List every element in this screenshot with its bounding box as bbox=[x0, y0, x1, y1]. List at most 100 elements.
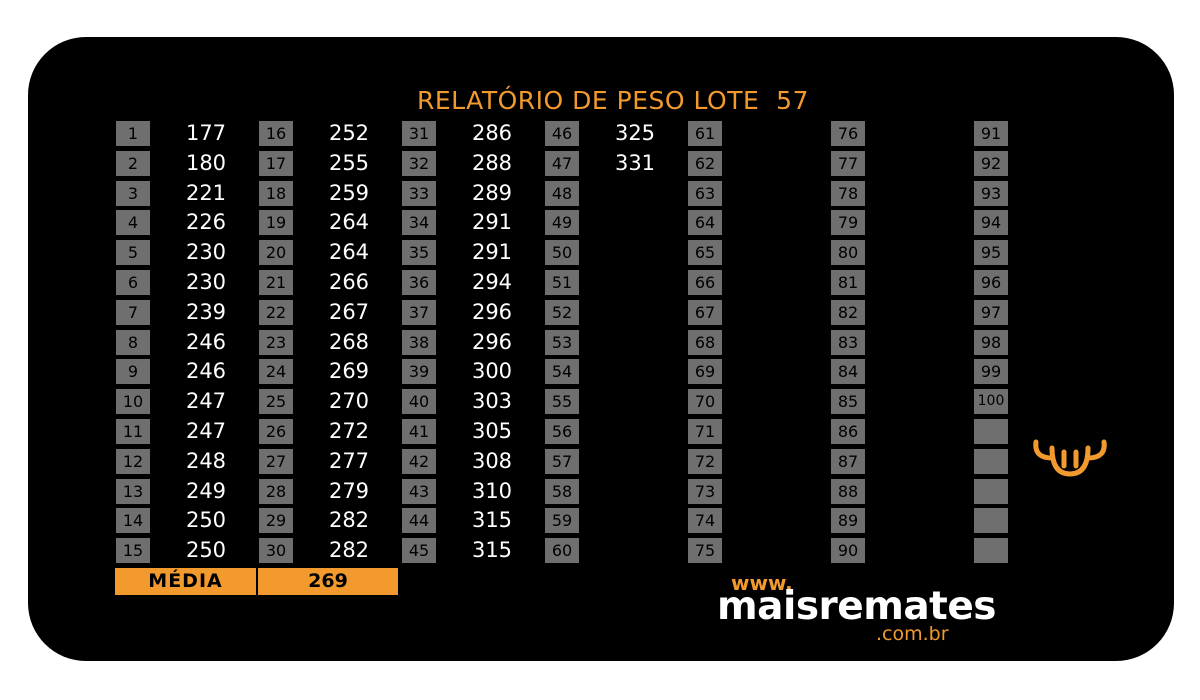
index-cell-31: 31 bbox=[402, 121, 436, 146]
blank-index-cell bbox=[974, 448, 1008, 474]
weight-value-18: 259 bbox=[328, 180, 370, 205]
index-cell-87: 87 bbox=[831, 448, 865, 474]
index-cell-76: 76 bbox=[831, 121, 865, 146]
weight-value-20: 264 bbox=[328, 240, 370, 265]
index-cell-19: 19 bbox=[259, 210, 293, 236]
index-cell-66: 66 bbox=[688, 270, 722, 295]
weight-value-42: 308 bbox=[471, 448, 513, 473]
average-label: MÉDIA bbox=[115, 568, 256, 595]
weight-value-5: 230 bbox=[185, 240, 227, 265]
weight-value-33: 289 bbox=[471, 180, 513, 205]
index-cell-57: 57 bbox=[545, 448, 579, 474]
weight-value-44: 315 bbox=[471, 508, 513, 533]
index-cell-39: 39 bbox=[402, 359, 436, 385]
average-value: 269 bbox=[258, 568, 398, 595]
weight-value-21: 266 bbox=[328, 270, 370, 294]
blank-index-cell bbox=[974, 508, 1008, 534]
index-cell-6: 6 bbox=[116, 270, 150, 295]
index-cell-43: 43 bbox=[402, 478, 436, 504]
index-cell-63: 63 bbox=[688, 180, 722, 206]
index-cell-35: 35 bbox=[402, 240, 436, 266]
weight-value-46: 325 bbox=[614, 121, 656, 145]
index-cell-42: 42 bbox=[402, 448, 436, 474]
index-cell-70: 70 bbox=[688, 389, 722, 415]
weight-value-40: 303 bbox=[471, 389, 513, 414]
weight-value-31: 286 bbox=[471, 121, 513, 145]
index-cell-55: 55 bbox=[545, 389, 579, 415]
weight-value-12: 248 bbox=[185, 448, 227, 473]
index-cell-38: 38 bbox=[402, 329, 436, 355]
index-cell-75: 75 bbox=[688, 538, 722, 564]
index-cell-46: 46 bbox=[545, 121, 579, 146]
weight-value-47: 331 bbox=[614, 150, 656, 175]
index-cell-89: 89 bbox=[831, 508, 865, 534]
index-cell-25: 25 bbox=[259, 389, 293, 415]
weight-value-26: 272 bbox=[328, 419, 370, 443]
index-cell-40: 40 bbox=[402, 389, 436, 415]
blank-index-cell bbox=[974, 538, 1008, 564]
index-cell-34: 34 bbox=[402, 210, 436, 236]
index-cell-32: 32 bbox=[402, 150, 436, 176]
index-cell-53: 53 bbox=[545, 329, 579, 355]
index-cell-99: 99 bbox=[974, 359, 1008, 385]
index-cell-45: 45 bbox=[402, 538, 436, 564]
index-cell-5: 5 bbox=[116, 240, 150, 266]
weight-value-27: 277 bbox=[328, 448, 370, 473]
index-cell-91: 91 bbox=[974, 121, 1008, 146]
weight-value-41: 305 bbox=[471, 419, 513, 443]
index-cell-30: 30 bbox=[259, 538, 293, 564]
index-cell-51: 51 bbox=[545, 270, 579, 295]
index-cell-100: 100 bbox=[974, 389, 1008, 415]
index-cell-41: 41 bbox=[402, 419, 436, 444]
weight-value-22: 267 bbox=[328, 299, 370, 324]
weight-value-10: 247 bbox=[185, 389, 227, 414]
index-cell-7: 7 bbox=[116, 299, 150, 325]
index-cell-86: 86 bbox=[831, 419, 865, 444]
blank-index-cell bbox=[974, 419, 1008, 444]
index-cell-80: 80 bbox=[831, 240, 865, 266]
index-cell-74: 74 bbox=[688, 508, 722, 534]
index-cell-3: 3 bbox=[116, 180, 150, 206]
weight-value-36: 294 bbox=[471, 270, 513, 294]
weight-value-7: 239 bbox=[185, 299, 227, 324]
index-cell-59: 59 bbox=[545, 508, 579, 534]
index-cell-58: 58 bbox=[545, 478, 579, 504]
weight-value-25: 270 bbox=[328, 389, 370, 414]
index-cell-72: 72 bbox=[688, 448, 722, 474]
weight-value-14: 250 bbox=[185, 508, 227, 533]
index-cell-73: 73 bbox=[688, 478, 722, 504]
weight-value-24: 269 bbox=[328, 359, 370, 384]
weight-value-38: 296 bbox=[471, 329, 513, 354]
index-cell-62: 62 bbox=[688, 150, 722, 176]
logo-tld: .com.br bbox=[876, 623, 949, 645]
weight-value-35: 291 bbox=[471, 240, 513, 265]
index-cell-48: 48 bbox=[545, 180, 579, 206]
index-cell-36: 36 bbox=[402, 270, 436, 295]
index-cell-64: 64 bbox=[688, 210, 722, 236]
index-cell-88: 88 bbox=[831, 478, 865, 504]
index-cell-2: 2 bbox=[116, 150, 150, 176]
index-cell-28: 28 bbox=[259, 478, 293, 504]
index-cell-97: 97 bbox=[974, 299, 1008, 325]
index-cell-78: 78 bbox=[831, 180, 865, 206]
index-cell-37: 37 bbox=[402, 299, 436, 325]
index-cell-14: 14 bbox=[116, 508, 150, 534]
index-cell-4: 4 bbox=[116, 210, 150, 236]
weight-value-30: 282 bbox=[328, 538, 370, 563]
weight-value-39: 300 bbox=[471, 359, 513, 384]
index-cell-9: 9 bbox=[116, 359, 150, 385]
weight-value-23: 268 bbox=[328, 329, 370, 354]
weight-value-37: 296 bbox=[471, 299, 513, 324]
index-cell-85: 85 bbox=[831, 389, 865, 415]
index-cell-61: 61 bbox=[688, 121, 722, 146]
weight-value-1: 177 bbox=[185, 121, 227, 145]
index-cell-15: 15 bbox=[116, 538, 150, 564]
weight-value-16: 252 bbox=[328, 121, 370, 145]
index-cell-44: 44 bbox=[402, 508, 436, 534]
index-cell-20: 20 bbox=[259, 240, 293, 266]
weight-value-9: 246 bbox=[185, 359, 227, 384]
index-cell-21: 21 bbox=[259, 270, 293, 295]
index-cell-52: 52 bbox=[545, 299, 579, 325]
index-cell-67: 67 bbox=[688, 299, 722, 325]
index-cell-16: 16 bbox=[259, 121, 293, 146]
